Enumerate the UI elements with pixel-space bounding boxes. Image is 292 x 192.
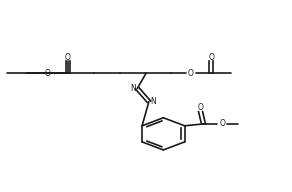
Text: O: O xyxy=(45,69,51,78)
Text: O: O xyxy=(208,53,214,62)
Text: O: O xyxy=(65,53,71,62)
Text: O: O xyxy=(198,103,204,112)
Text: O: O xyxy=(219,119,225,128)
Text: O: O xyxy=(188,69,194,78)
Text: N: N xyxy=(150,97,156,106)
Text: N: N xyxy=(130,84,136,93)
